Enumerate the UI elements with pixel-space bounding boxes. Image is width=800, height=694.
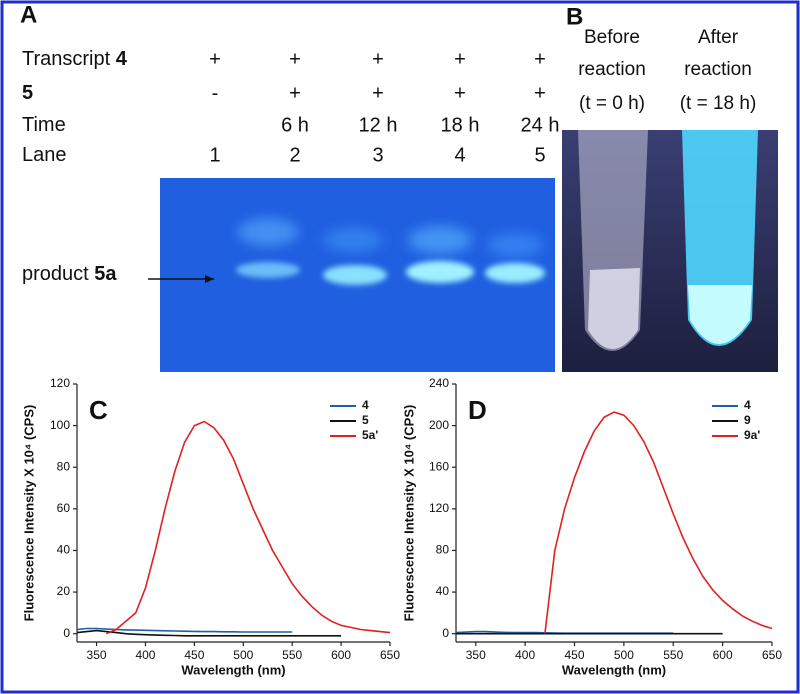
lane-cell: 6 h: [281, 114, 309, 136]
data-line: [105, 420, 391, 635]
gel-image: [160, 178, 555, 372]
product-label: product 5a: [22, 263, 117, 285]
x-tick-label: 600: [713, 648, 733, 662]
lane-cell: 3: [372, 144, 383, 166]
x-tick-label: 600: [331, 648, 351, 662]
panel-letter: D: [468, 395, 487, 425]
arrow-head: [205, 275, 214, 283]
y-tick-label: 20: [57, 584, 71, 598]
row-label-text: Transcript: [22, 48, 116, 70]
row-label-bold: 4: [116, 48, 128, 70]
legend-label: 4: [744, 398, 751, 412]
x-tick-label: 350: [466, 648, 486, 662]
lane-cell: 4: [454, 144, 465, 166]
x-tick-label: 650: [762, 648, 782, 662]
y-tick-label: 160: [429, 459, 449, 473]
y-axis-label: Fluorescence Intensity X 10⁴ (CPS): [401, 405, 416, 622]
y-tick-label: 120: [50, 376, 70, 390]
y-axis-label: Fluorescence Intensity X 10⁴ (CPS): [21, 405, 36, 622]
x-tick-label: 500: [233, 648, 253, 662]
x-tick-label: 500: [614, 648, 634, 662]
lane-cell: 2: [289, 144, 300, 166]
y-tick-label: 60: [57, 501, 71, 515]
lane-cell: +: [209, 48, 221, 70]
tube-caption: (t = 0 h): [579, 93, 645, 114]
lane-cell: +: [289, 48, 301, 70]
x-tick-label: 650: [380, 648, 400, 662]
y-tick-label: 240: [429, 376, 449, 390]
x-tick-label: 550: [663, 648, 683, 662]
y-tick-label: 80: [57, 459, 71, 473]
legend-label: 5a': [362, 428, 378, 442]
product-text: product: [22, 263, 94, 285]
row-label: 5: [22, 82, 33, 104]
data-line: [76, 627, 293, 633]
y-tick-label: 40: [436, 584, 450, 598]
x-tick-label: 550: [282, 648, 302, 662]
x-axis-label: Wavelength (nm): [562, 662, 666, 677]
x-axis-label: Wavelength (nm): [181, 662, 285, 677]
lane-cell: -: [212, 82, 219, 104]
lane-cell: +: [454, 48, 466, 70]
y-tick-label: 80: [436, 543, 450, 557]
y-tick-label: 100: [50, 418, 70, 432]
tube-caption: After: [698, 27, 739, 48]
legend-label: 5: [362, 413, 369, 427]
x-tick-label: 400: [515, 648, 535, 662]
lane-cell: 24 h: [521, 114, 560, 136]
panel-letter: B: [566, 3, 583, 30]
data-line: [76, 629, 342, 637]
tube-photo: [562, 130, 778, 372]
legend-label: 4: [362, 398, 369, 412]
lane-cell: 5: [534, 144, 545, 166]
tube-caption: reaction: [684, 59, 752, 80]
panel-letter: C: [89, 395, 108, 425]
y-tick-label: 200: [429, 418, 449, 432]
x-tick-label: 400: [135, 648, 155, 662]
row-label: Time: [22, 114, 66, 136]
lane-cell: +: [534, 82, 546, 104]
row-label-text: Time: [22, 114, 66, 136]
lane-cell: 12 h: [359, 114, 398, 136]
x-tick-label: 450: [184, 648, 204, 662]
legend-label: 9: [744, 413, 751, 427]
y-tick-label: 0: [442, 626, 449, 640]
tube-caption: reaction: [578, 59, 646, 80]
lane-cell: +: [289, 82, 301, 104]
data-line: [544, 411, 773, 634]
row-label-bold: 5: [22, 82, 33, 104]
y-tick-label: 0: [63, 626, 70, 640]
lane-cell: +: [372, 48, 384, 70]
y-tick-label: 40: [57, 543, 71, 557]
row-label-text: Lane: [22, 144, 67, 166]
lane-cell: 18 h: [441, 114, 480, 136]
lane-cell: +: [372, 82, 384, 104]
lane-cell: 1: [209, 144, 220, 166]
tube-caption: Before: [584, 27, 640, 48]
panel-letter: A: [20, 1, 37, 28]
lane-cell: +: [534, 48, 546, 70]
row-label: Transcript 4: [22, 48, 128, 70]
tube-caption: (t = 18 h): [680, 93, 757, 114]
product-bold: 5a: [94, 263, 117, 285]
y-tick-label: 120: [429, 501, 449, 515]
row-label: Lane: [22, 144, 67, 166]
legend-label: 9a': [744, 428, 760, 442]
lane-cell: +: [454, 82, 466, 104]
x-tick-label: 350: [87, 648, 107, 662]
x-tick-label: 450: [564, 648, 584, 662]
